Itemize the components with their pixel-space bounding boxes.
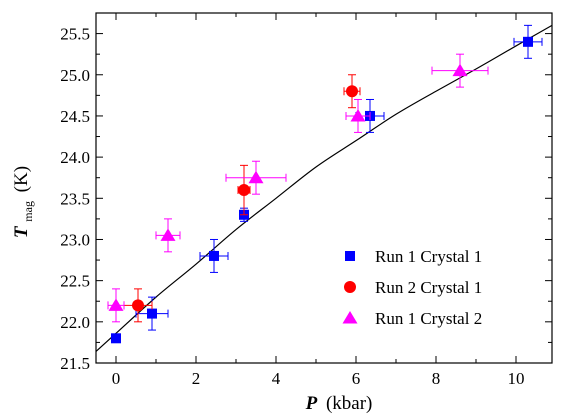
legend-entry: Run 1 Crystal 2: [342, 309, 482, 328]
y-tick-label: 23.5: [60, 189, 90, 208]
x-tick-label: 10: [508, 369, 525, 388]
legend-marker: [344, 281, 356, 293]
legend-entry: Run 1 Crystal 1: [345, 247, 482, 266]
data-point: [209, 250, 219, 261]
x-tick-label: 4: [272, 369, 281, 388]
y-axis-symbol: T: [11, 225, 32, 238]
x-tick-label: 0: [112, 369, 121, 388]
legend-label: Run 1 Crystal 2: [375, 309, 482, 328]
data-point: [160, 228, 176, 241]
data-point: [108, 298, 124, 311]
axes: 0 2 4 6 8 10 21.5 22.0 22.5 23.0 23.5 24.0 24.5 25.0 2…: [60, 12, 553, 388]
legend: Run 1 Crystal 1 Run 2 Crystal 1 Run 1 Crys…: [342, 247, 482, 328]
y-tick-label: 24.5: [60, 107, 90, 126]
y-axis-subscript: mag: [21, 201, 35, 222]
data-point: [132, 299, 144, 312]
fit-curve: [95, 24, 553, 352]
y-axis-label: T mag (K): [11, 166, 37, 238]
y-tick-label: 23.0: [60, 230, 90, 249]
legend-label: Run 1 Crystal 1: [375, 247, 482, 266]
data-point: [452, 63, 468, 77]
x-axis-unit: (kbar): [326, 393, 372, 414]
x-axis-label: P (kbar): [305, 393, 373, 414]
y-tick-label: 25.0: [60, 66, 90, 85]
legend-marker: [345, 251, 355, 261]
x-tick-label: 8: [432, 369, 441, 388]
y-axis-unit: (K): [11, 166, 32, 192]
x-tick-label: 2: [192, 369, 201, 388]
data-point: [350, 108, 366, 122]
series-2: [107, 53, 489, 323]
plot-frame: [95, 12, 553, 364]
data-point: [238, 184, 250, 197]
y-tick-label: 24.0: [60, 148, 90, 167]
data-point: [248, 170, 264, 184]
y-tick-label: 25.5: [60, 25, 90, 44]
x-axis-symbol: P: [305, 393, 318, 414]
x-tick-label: 6: [352, 369, 361, 388]
data-point: [147, 308, 157, 319]
series-1: [123, 74, 361, 323]
data-point: [111, 333, 121, 344]
legend-entry: Run 2 Crystal 1: [344, 278, 482, 297]
data-point: [346, 85, 358, 98]
plot-area: [95, 24, 553, 352]
y-tick-label: 22.0: [60, 313, 90, 332]
y-tick-label: 22.5: [60, 272, 90, 291]
y-tick-label: 21.5: [60, 354, 90, 373]
legend-label: Run 2 Crystal 1: [375, 278, 482, 297]
data-point: [523, 36, 533, 47]
legend-marker: [342, 311, 358, 324]
